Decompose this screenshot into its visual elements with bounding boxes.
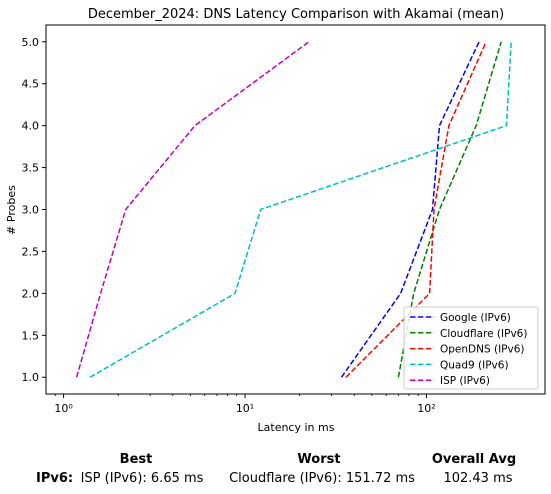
summary-header-avg: Overall Avg bbox=[431, 452, 517, 467]
series-line-2 bbox=[345, 41, 487, 378]
y-tick-label: 5.0 bbox=[22, 36, 40, 49]
summary-row-label-text: IPv6 bbox=[36, 471, 68, 486]
y-tick-label: 4.0 bbox=[22, 120, 40, 133]
summary-header-best: Best bbox=[119, 452, 153, 467]
plot-frame bbox=[45, 24, 546, 395]
y-tick-label: 3.5 bbox=[22, 162, 40, 175]
y-tick-label: 2.0 bbox=[22, 287, 40, 300]
summary-avg-value: 102.43 ms bbox=[443, 471, 513, 486]
x-tick-label: 10¹ bbox=[236, 402, 254, 415]
summary-row-label: IPv6: bbox=[36, 471, 74, 486]
y-tick-label: 3.0 bbox=[22, 204, 40, 217]
summary-header-worst: Worst bbox=[297, 452, 341, 467]
legend-box bbox=[403, 306, 539, 390]
series-line-0 bbox=[340, 41, 480, 378]
legend-label: Google (IPv6) bbox=[440, 312, 511, 324]
y-axis-label: # Probes bbox=[5, 185, 18, 235]
summary-worst-value: Cloudflare (IPv6): 151.72 ms bbox=[229, 471, 415, 486]
legend-label: ISP (IPv6) bbox=[440, 375, 490, 387]
series-line-3 bbox=[89, 41, 512, 378]
x-tick-label: 10⁰ bbox=[54, 402, 73, 415]
y-tick-label: 2.5 bbox=[22, 245, 40, 258]
legend-label: Cloudflare (IPv6) bbox=[440, 328, 527, 340]
x-axis-label: Latency in ms bbox=[258, 421, 335, 434]
latency-chart: December_2024: DNS Latency Comparison wi… bbox=[5, 7, 546, 434]
y-tick-label: 4.5 bbox=[22, 78, 40, 91]
chart-legend: Google (IPv6) Cloudflare (IPv6) OpenDNS (I… bbox=[403, 306, 539, 390]
legend-label: Quad9 (IPv6) bbox=[440, 359, 509, 371]
chart-title: December_2024: DNS Latency Comparison wi… bbox=[88, 7, 504, 22]
legend-label: OpenDNS (IPv6) bbox=[440, 344, 525, 356]
y-tick-label: 1.5 bbox=[22, 329, 40, 342]
x-tick-label: 10² bbox=[417, 402, 435, 415]
summary-best-value: ISP (IPv6): 6.65 ms bbox=[80, 471, 204, 486]
series-line-4 bbox=[75, 41, 310, 378]
y-tick-label: 1.0 bbox=[22, 371, 40, 384]
